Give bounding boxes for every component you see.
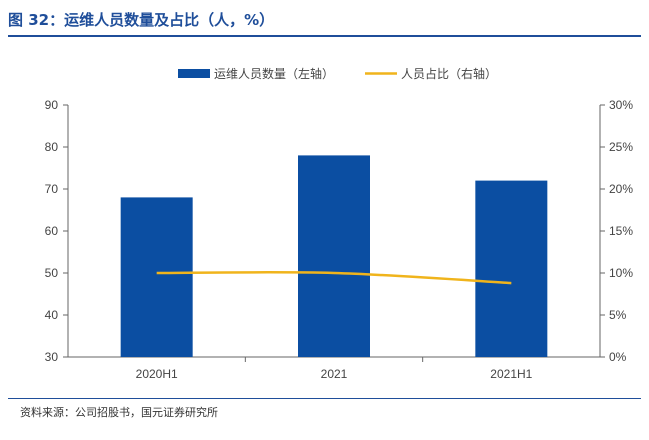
bar-series [120, 155, 548, 357]
source-divider [8, 398, 641, 399]
bar [298, 155, 370, 357]
y-right-tick-label: 20% [609, 182, 633, 196]
y-left-tick-label: 50 [45, 266, 59, 280]
x-tick-label: 2020H1 [136, 367, 178, 381]
y-left-tick-label: 80 [45, 140, 59, 154]
x-axis-labels: 2020H1 2021 2021H1 [136, 367, 533, 381]
y-left-tick-label: 90 [45, 98, 59, 112]
line-series [156, 271, 512, 285]
y-right-tick-label: 0% [609, 350, 627, 364]
y-left-tick-label: 40 [45, 308, 59, 322]
source-note: 资料来源：公司招股书，国元证券研究所 [20, 406, 218, 419]
x-tick-label: 2021 [321, 367, 348, 381]
bar [120, 197, 193, 357]
title-divider [8, 35, 641, 37]
y-right-tick-label: 30% [609, 98, 633, 112]
y-left-tick-label: 30 [45, 350, 59, 364]
chart-legend: 运维人员数量（左轴） 人员占比（右轴） [178, 66, 497, 81]
bar-line-combo-chart: 30 40 50 60 70 80 90 0% 5% 10% 15% 20% 25% 30% 2020H1… [45, 66, 634, 381]
legend-bar-label: 运维人员数量（左轴） [214, 66, 334, 81]
legend-line-label: 人员占比（右轴） [401, 66, 497, 81]
y-left-tick-label: 70 [45, 182, 59, 196]
legend-bar-swatch [178, 69, 210, 78]
y-left-tick-label: 60 [45, 224, 59, 238]
bar [475, 180, 548, 357]
y-right-tick-label: 15% [609, 224, 633, 238]
x-tick-label: 2021H1 [490, 367, 532, 381]
y-right-tick-label: 10% [609, 266, 633, 280]
y-right-tick-label: 25% [609, 140, 633, 154]
figure-title: 图 32：运维人员数量及占比（人，%） [8, 11, 275, 29]
y-right-tick-label: 5% [609, 308, 627, 322]
